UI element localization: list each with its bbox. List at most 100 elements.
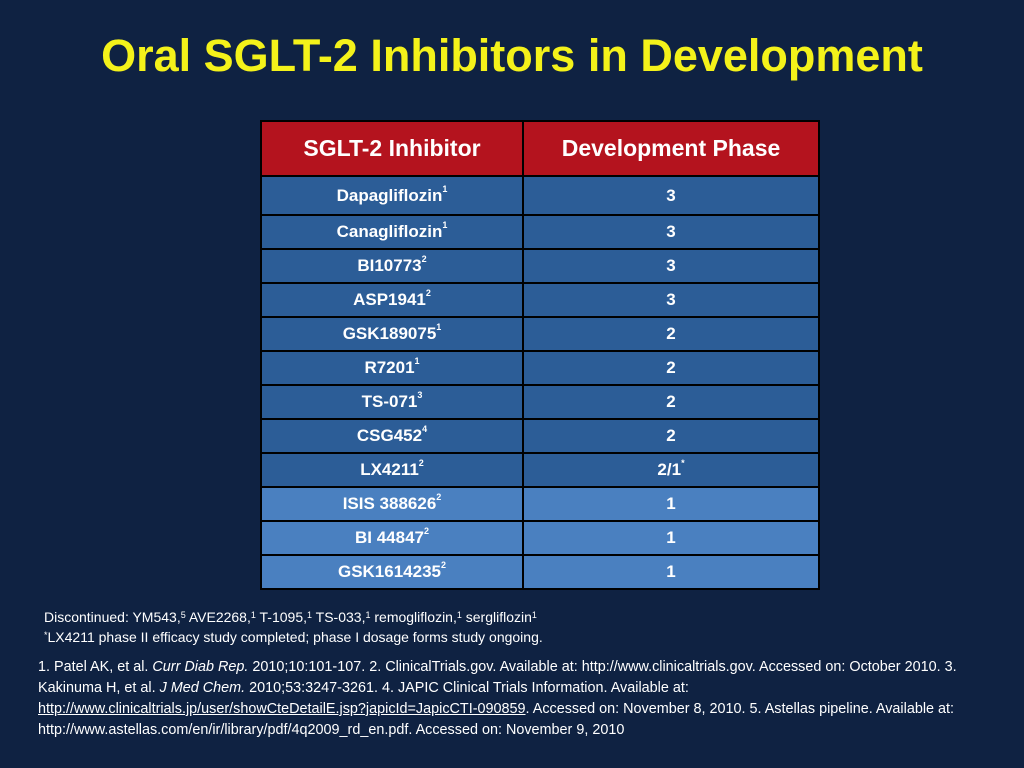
discontinued-ref: 1: [365, 610, 371, 620]
discontinued-drug: AVE2268,: [185, 609, 251, 625]
inhibitor-name: Dapagliflozin: [336, 185, 443, 205]
column-header-inhibitor: SGLT-2 Inhibitor: [260, 120, 524, 177]
phase-value: 3: [666, 290, 676, 309]
table-row: CSG4524 2: [260, 418, 820, 454]
phase-value: 2: [666, 392, 676, 411]
discontinued-drug: remogliflozin,: [370, 609, 457, 625]
footnote-mark: *: [44, 630, 48, 640]
inhibitor-name: TS-071: [361, 392, 418, 411]
phase-cell: 1: [522, 554, 820, 590]
inhibitor-cell: BI 448472: [260, 520, 524, 556]
discontinued-note: Discontinued: YM543,5 AVE2268,1 T-1095,1…: [44, 607, 1004, 627]
inhibitor-name: BI10773: [357, 256, 422, 275]
table-notes: Discontinued: YM543,5 AVE2268,1 T-1095,1…: [44, 607, 1004, 647]
phase-mark: *: [681, 458, 685, 468]
table-row: TS-0713 2: [260, 384, 820, 420]
sglt2-inhibitors-table: SGLT-2 Inhibitor Development Phase Dapag…: [260, 120, 820, 590]
inhibitor-cell: GSK16142352: [260, 554, 524, 590]
phase-value: 1: [666, 562, 676, 581]
table-row: R72011 2: [260, 350, 820, 386]
inhibitor-cell: LX42112: [260, 452, 524, 488]
discontinued-ref: 1: [250, 610, 256, 620]
inhibitor-ref: 2: [436, 492, 442, 502]
inhibitor-cell: R72011: [260, 350, 524, 386]
table-row: BI107732 3: [260, 248, 820, 284]
inhibitor-ref: 2: [441, 560, 447, 570]
reference-text: . Accessed on: November 8, 2010. 5. Aste…: [38, 701, 955, 738]
phase-value: 3: [666, 256, 676, 275]
reference-text: 2010;53:3247-3261. 4. JAPIC Clinical Tri…: [245, 680, 689, 696]
reference-text: 2010;10:101-107. 2. ClinicalTrials.gov. …: [38, 659, 957, 696]
inhibitor-ref: 1: [414, 356, 420, 366]
inhibitor-ref: 1: [436, 322, 442, 332]
inhibitor-name: CSG452: [356, 426, 423, 445]
discontinued-drug: T-1095,: [255, 609, 308, 625]
phase-value: 1: [666, 494, 676, 513]
table-row: GSK16142352 1: [260, 554, 820, 590]
inhibitor-cell: ASP19412: [260, 282, 524, 318]
inhibitor-name: R7201: [364, 358, 415, 377]
phase-cell: 2/1*: [522, 452, 820, 488]
phase-value: 2: [666, 358, 676, 377]
discontinued-ref: 5: [180, 610, 186, 620]
table-row: LX42112 2/1*: [260, 452, 820, 488]
inhibitor-ref: 2: [423, 526, 429, 536]
table-row: BI 448472 1: [260, 520, 820, 556]
table-row: GSK1890751 2: [260, 316, 820, 352]
phase-cell: 2: [522, 316, 820, 352]
inhibitor-ref: 2: [418, 458, 424, 468]
slide-title: Oral SGLT-2 Inhibitors in Development: [101, 30, 923, 81]
inhibitor-ref: 2: [425, 288, 431, 298]
inhibitor-name: GSK1614235: [337, 562, 441, 581]
inhibitor-name: ASP1941: [353, 290, 426, 309]
discontinued-ref: 1: [531, 610, 537, 620]
table-header-row: SGLT-2 Inhibitor Development Phase: [260, 120, 820, 177]
phase-value: 2/1: [657, 460, 682, 479]
phase-cell: 1: [522, 520, 820, 556]
inhibitor-ref: 1: [442, 220, 448, 230]
footnote: *LX4211 phase II efficacy study complete…: [44, 627, 1004, 647]
inhibitor-cell: BI107732: [260, 248, 524, 284]
phase-value: 3: [666, 222, 676, 241]
inhibitor-ref: 1: [442, 183, 448, 194]
inhibitor-cell: CSG4524: [260, 418, 524, 454]
inhibitor-cell: Dapagliflozin1: [260, 175, 524, 216]
discontinued-drug: YM543,: [132, 609, 181, 625]
phase-cell: 2: [522, 418, 820, 454]
phase-value: 3: [666, 185, 676, 205]
phase-cell: 2: [522, 384, 820, 420]
inhibitor-name: GSK189075: [342, 324, 437, 343]
inhibitor-name: BI 44847: [354, 528, 424, 547]
phase-cell: 2: [522, 350, 820, 386]
discontinued-list: YM543,5 AVE2268,1 T-1095,1 TS-033,1 remo…: [132, 609, 536, 625]
inhibitor-name: Canagliflozin: [336, 222, 443, 241]
inhibitor-cell: ISIS 3886262: [260, 486, 524, 522]
inhibitor-cell: Canagliflozin1: [260, 214, 524, 250]
reference-journal: J Med Chem.: [159, 680, 246, 696]
discontinued-ref: 1: [456, 610, 462, 620]
phase-value: 2: [666, 426, 676, 445]
reference-journal: Curr Diab Rep.: [152, 659, 249, 675]
inhibitor-cell: GSK1890751: [260, 316, 524, 352]
table-row: ISIS 3886262 1: [260, 486, 820, 522]
phase-cell: 1: [522, 486, 820, 522]
inhibitor-ref: 4: [422, 424, 428, 434]
table-row: Dapagliflozin1 3: [260, 175, 820, 216]
reference-link[interactable]: http://www.clinicaltrials.jp/user/showCt…: [38, 701, 526, 717]
phase-cell: 3: [522, 248, 820, 284]
discontinued-drug: TS-033,: [312, 609, 366, 625]
phase-value: 2: [666, 324, 676, 343]
table-row: ASP19412 3: [260, 282, 820, 318]
inhibitor-name: LX4211: [360, 460, 419, 479]
inhibitor-ref: 3: [417, 390, 423, 400]
discontinued-drug: sergliflozin: [461, 609, 532, 625]
discontinued-label: Discontinued:: [44, 609, 133, 625]
phase-cell: 3: [522, 214, 820, 250]
phase-cell: 3: [522, 282, 820, 318]
footnote-text: LX4211 phase II efficacy study completed…: [47, 629, 543, 645]
inhibitor-cell: TS-0713: [260, 384, 524, 420]
discontinued-ref: 1: [307, 610, 313, 620]
table-row: Canagliflozin1 3: [260, 214, 820, 250]
table-body: Dapagliflozin1 3 Canagliflozin1 3 BI107732 3 A…: [260, 175, 820, 590]
inhibitor-ref: 2: [421, 254, 427, 264]
